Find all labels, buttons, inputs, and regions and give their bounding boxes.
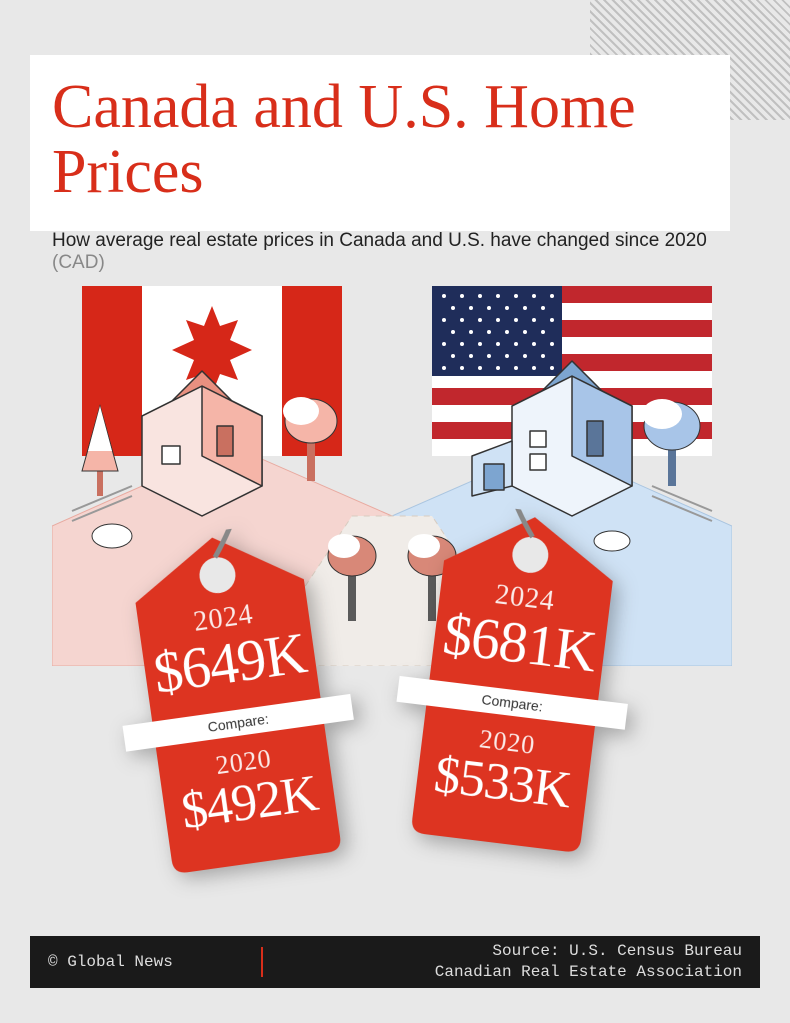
compare-label: Compare:	[396, 676, 627, 730]
subtitle-text: How average real estate prices in Canada…	[52, 230, 732, 252]
page-title: Canada and U.S. Home Prices	[52, 75, 708, 205]
us-price-past: $533K	[431, 749, 573, 817]
footer-bar: © Global News Source: U.S. Census Bureau…	[30, 936, 760, 988]
footer-divider	[261, 947, 263, 977]
canada-price-past: $492K	[178, 768, 320, 838]
title-card: Canada and U.S. Home Prices	[30, 55, 730, 231]
footer-source-line2: Canadian Real Estate Association	[285, 962, 742, 983]
us-price-current: $681K	[440, 605, 599, 681]
canada-price-current: $649K	[150, 624, 309, 703]
price-tag-us: 2024 $681K Compare: 2020 $533K	[380, 497, 650, 862]
footer-copyright: © Global News	[48, 953, 173, 971]
footer-source: Source: U.S. Census Bureau Canadian Real…	[285, 941, 742, 983]
subtitle-currency: (CAD)	[52, 252, 732, 274]
footer-source-line1: Source: U.S. Census Bureau	[285, 941, 742, 962]
subtitle-block: How average real estate prices in Canada…	[52, 230, 732, 274]
price-tag-canada: 2024 $649K Compare: 2020 $492K	[97, 516, 372, 885]
